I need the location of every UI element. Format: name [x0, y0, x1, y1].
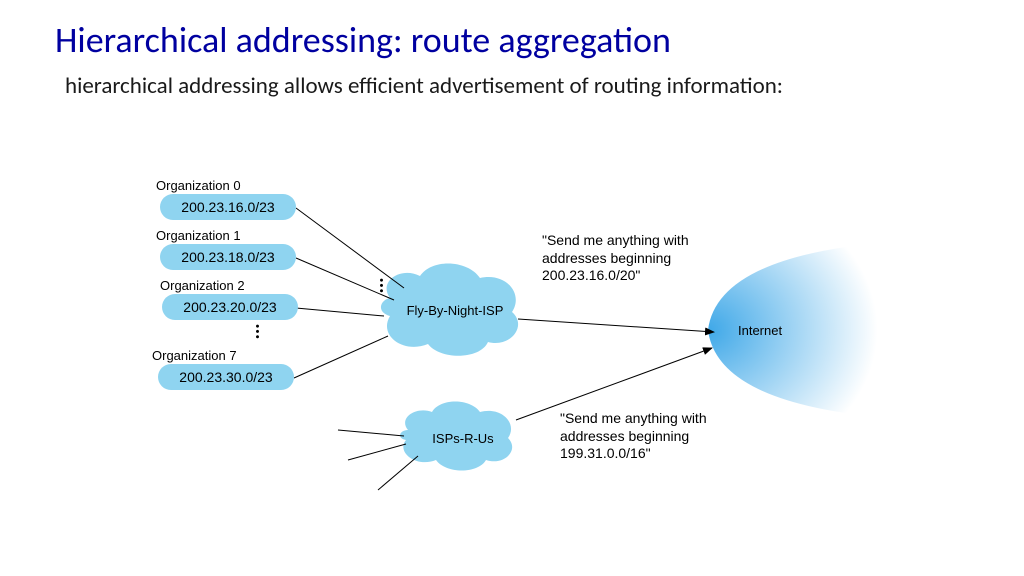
- ellipsis-lines: ···: [372, 278, 391, 294]
- org2-ip: 200.23.20.0/23: [162, 294, 298, 320]
- ellipsis-orgs: ···: [248, 324, 267, 340]
- org7-label: Organization 7: [152, 348, 237, 363]
- isp2-label: ISPs-R-Us: [418, 428, 508, 448]
- speech-isp1: "Send me anything with addresses beginni…: [542, 232, 722, 285]
- internet-label: Internet: [696, 320, 796, 340]
- slide-title: Hierarchical addressing: route aggregati…: [55, 18, 671, 62]
- isp1-label: Fly-By-Night-ISP: [400, 300, 510, 320]
- speech-isp2: "Send me anything with addresses beginni…: [560, 410, 740, 463]
- org0-label: Organization 0: [156, 178, 241, 193]
- org1-label: Organization 1: [156, 228, 241, 243]
- org1-ip: 200.23.18.0/23: [160, 244, 296, 270]
- org2-label: Organization 2: [160, 278, 245, 293]
- org7-ip: 200.23.30.0/23: [158, 364, 294, 390]
- slide-subtitle: hierarchical addressing allows efficient…: [65, 72, 783, 102]
- org0-ip: 200.23.16.0/23: [160, 194, 296, 220]
